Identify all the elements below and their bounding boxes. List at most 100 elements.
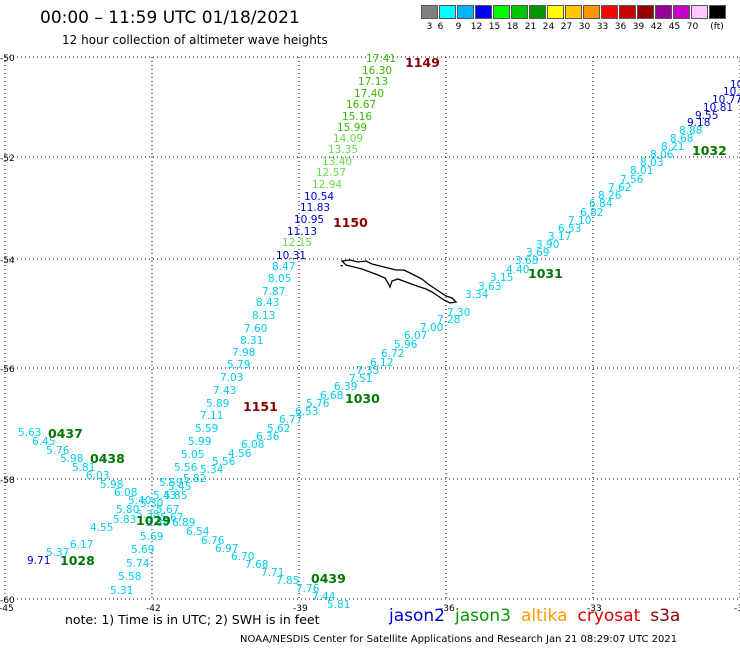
wave-height-value: 5.83 [113, 514, 136, 526]
wave-height-value: 5.88 [146, 517, 169, 529]
wave-height-value: 16.67 [346, 99, 376, 111]
pass-time-label: 0437 [48, 426, 83, 441]
wave-height-value: 3.68 [515, 255, 538, 267]
satellite-legend-item: s3a [650, 606, 681, 626]
wave-height-value: 10.31 [276, 250, 306, 262]
satellite-legend-item: jason2 [389, 606, 445, 626]
wave-height-value: 5.56 [174, 462, 198, 474]
pass-time-label: 0438 [90, 451, 125, 466]
wave-height-value: 7.28 [437, 314, 460, 326]
pass-time-label: 1032 [692, 143, 727, 158]
wave-height-labels: 17.4116.3017.1317.4016.6715.1615.9914.09… [18, 53, 740, 611]
wave-height-value: 10.81 [703, 102, 733, 114]
wave-height-value: 7.43 [213, 385, 236, 397]
wave-height-value: 8.01 [630, 165, 653, 177]
wave-height-value: 8.26 [598, 190, 622, 202]
colorbar-label: 45 [668, 22, 681, 32]
wave-height-value: 5.63 [18, 427, 41, 439]
wave-height-value: 6.89 [172, 517, 195, 529]
colorbar-swatch [493, 5, 510, 19]
wave-height-value: 6.53 [558, 223, 581, 235]
wave-height-value: 6.07 [404, 330, 427, 342]
wave-height-value: 6.39 [334, 381, 357, 393]
colorbar-label: 42 [650, 22, 663, 32]
wave-height-value: 6.54 [186, 526, 210, 538]
wave-height-value: 9.71 [27, 555, 50, 567]
colorbar-swatch [529, 5, 546, 19]
wave-height-value: 5.98 [100, 479, 123, 491]
wave-height-value: 8.06 [650, 149, 674, 161]
wave-height-value: 10.77 [712, 94, 740, 106]
wave-height-value: 3.90 [536, 239, 559, 251]
wave-height-value: 5.76 [46, 445, 70, 457]
wave-height-value: 15.99 [337, 122, 367, 134]
wave-height-value: 5.89 [206, 398, 229, 410]
pass-time-label: 1031 [528, 266, 563, 281]
wave-height-value: 10. [730, 79, 740, 91]
wave-height-value: 6.97 [215, 543, 238, 555]
satellite-legend-item: jason3 [455, 606, 511, 626]
wave-height-value: 7.60 [244, 323, 267, 335]
wave-height-value: 5.69 [140, 531, 163, 543]
wave-height-value: 5.56 [212, 456, 236, 468]
wave-height-value: 6.17 [70, 539, 93, 551]
colorbar-label: 12 [470, 22, 483, 32]
colorbar-label: 24 [542, 22, 555, 32]
colorbar-label: 21 [524, 22, 537, 32]
axis-tick-labels: -45 -42 -39 -36 -33 -30 -50 -52 -54 -56 -58 -60 [0, 54, 740, 614]
wave-height-value: 7.56 [620, 174, 644, 186]
wave-height-value: 7.11 [200, 410, 223, 422]
wave-height-value: 5.81 [72, 462, 95, 474]
wave-height-value: 7.51 [349, 373, 372, 385]
wave-height-value: 5.59 [159, 477, 182, 489]
wave-height-value: 7.03 [220, 372, 243, 384]
wave-height-value: 5.79 [227, 359, 250, 371]
wave-height-value: 11.83 [300, 202, 330, 214]
colorbar-label: 36 [614, 22, 627, 32]
lat-tick-label: -56 [0, 365, 15, 375]
wave-height-value: 17.13 [358, 76, 388, 88]
wave-height-value: 7.98 [232, 347, 255, 359]
wave-height-value: 4.40 [506, 264, 529, 276]
wave-height-value: 6.70 [231, 551, 254, 563]
wave-height-value: 16.30 [362, 65, 392, 77]
colorbar-swatch [583, 5, 600, 19]
wave-height-value: 14.09 [333, 133, 363, 145]
wave-height-value: 5.45 [168, 481, 191, 493]
pass-time-labels: 1149 1150 1151 1032 1031 1030 1029 1028 0437 0438… [48, 55, 727, 586]
colorbar-unit: (ft) [710, 22, 724, 32]
colorbar-label: 30 [578, 22, 591, 32]
lat-tick-label: -50 [0, 54, 15, 64]
south-georgia-island [340, 259, 458, 304]
lon-tick-label: -33 [587, 604, 602, 614]
colorbar-label: 6 [437, 22, 444, 32]
wave-height-value: 3.15 [490, 272, 513, 284]
wave-height-value: 8.05 [268, 273, 291, 285]
pass-time-label: 1028 [60, 553, 95, 568]
wave-height-value: 6.77 [279, 414, 302, 426]
lat-tick-label: -58 [0, 476, 15, 486]
wave-height-value: 8.21 [661, 141, 684, 153]
map-subtitle: 12 hour collection of altimeter wave hei… [62, 33, 328, 47]
wave-height-value: 5.38 [136, 509, 159, 521]
credit-line: NOAA/NESDIS Center for Satellite Applica… [240, 634, 678, 645]
wave-height-value: 5.81 [327, 599, 350, 611]
wave-height-value: 13.40 [322, 156, 352, 168]
wave-height-value: 5.05 [181, 449, 204, 461]
lon-tick-label: -36 [440, 604, 455, 614]
colorbar-swatch [637, 5, 654, 19]
wave-height-value: 5.99 [188, 436, 211, 448]
colorbar-swatch [439, 5, 456, 19]
wave-height-value: 8.68 [670, 133, 693, 145]
wave-height-value: 6.36 [256, 431, 280, 443]
colorbar-swatch [421, 5, 438, 19]
wave-height-value: 8.03 [640, 157, 663, 169]
lon-tick-label: -39 [293, 604, 308, 614]
lon-tick-label: -45 [0, 604, 14, 614]
wave-height-value: 5.76 [306, 398, 330, 410]
colorbar-swatch [619, 5, 636, 19]
wave-height-value: 8.31 [240, 335, 263, 347]
colorbar-label: 27 [560, 22, 573, 32]
colorbar-swatch [601, 5, 618, 19]
wave-height-value: 6.84 [589, 198, 613, 210]
